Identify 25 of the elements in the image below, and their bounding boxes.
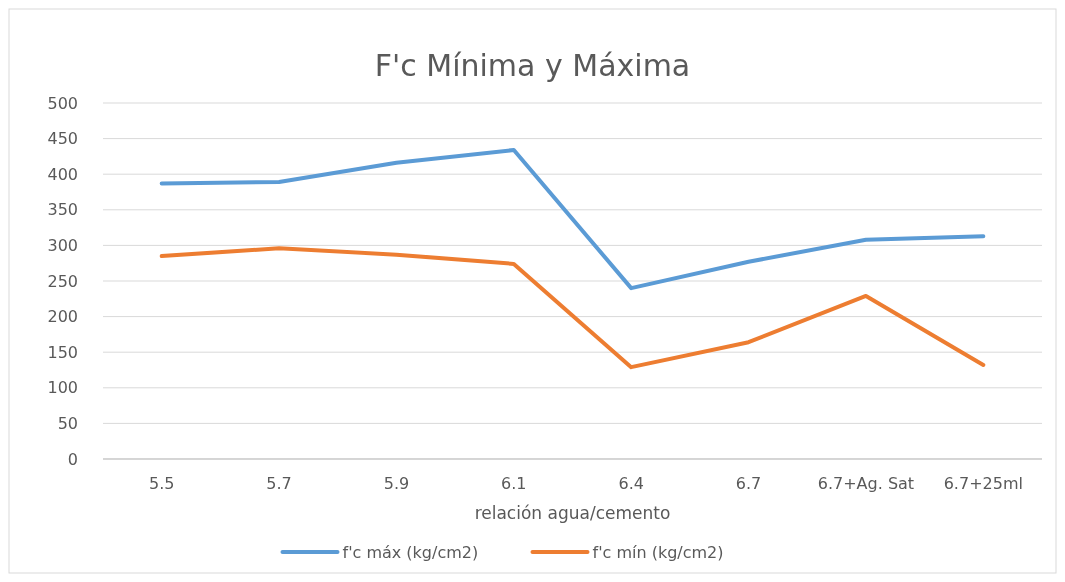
- legend-label: f'c máx (kg/cm2): [342, 542, 479, 562]
- line-series: [159, 246, 986, 370]
- line-series: [159, 147, 986, 291]
- x-tick-label: 5.5: [148, 474, 175, 493]
- x-tick-label: 6.7+25ml: [943, 474, 1023, 493]
- y-tick-label: 50: [57, 414, 78, 433]
- x-tick-label: 5.7: [266, 474, 292, 493]
- y-tick-label: 200: [47, 307, 78, 327]
- y-tick-label: 350: [47, 200, 78, 220]
- chart-title: F'c Mínima y Máxima: [374, 48, 691, 83]
- y-tick-label: 300: [47, 236, 78, 255]
- x-tick-label: 6.7: [735, 474, 762, 493]
- legend-label: f'c mín (kg/cm2): [592, 542, 724, 562]
- y-tick-label: 250: [47, 271, 78, 291]
- x-tick-label: 5.9: [383, 474, 410, 493]
- y-tick-label: 100: [47, 378, 78, 398]
- y-tick-label: 450: [47, 129, 78, 149]
- y-tick-label: 150: [47, 342, 78, 362]
- y-tick-label: 400: [47, 164, 78, 184]
- y-tick-label: 500: [47, 93, 78, 113]
- x-axis-title: relación agua/cemento: [474, 503, 671, 523]
- x-tick-label: 6.4: [618, 474, 644, 493]
- x-tick-label: 6.7+Ag. Sat: [817, 474, 915, 493]
- y-tick-label: 0: [67, 449, 78, 469]
- x-tick-label: 6.1: [501, 474, 527, 493]
